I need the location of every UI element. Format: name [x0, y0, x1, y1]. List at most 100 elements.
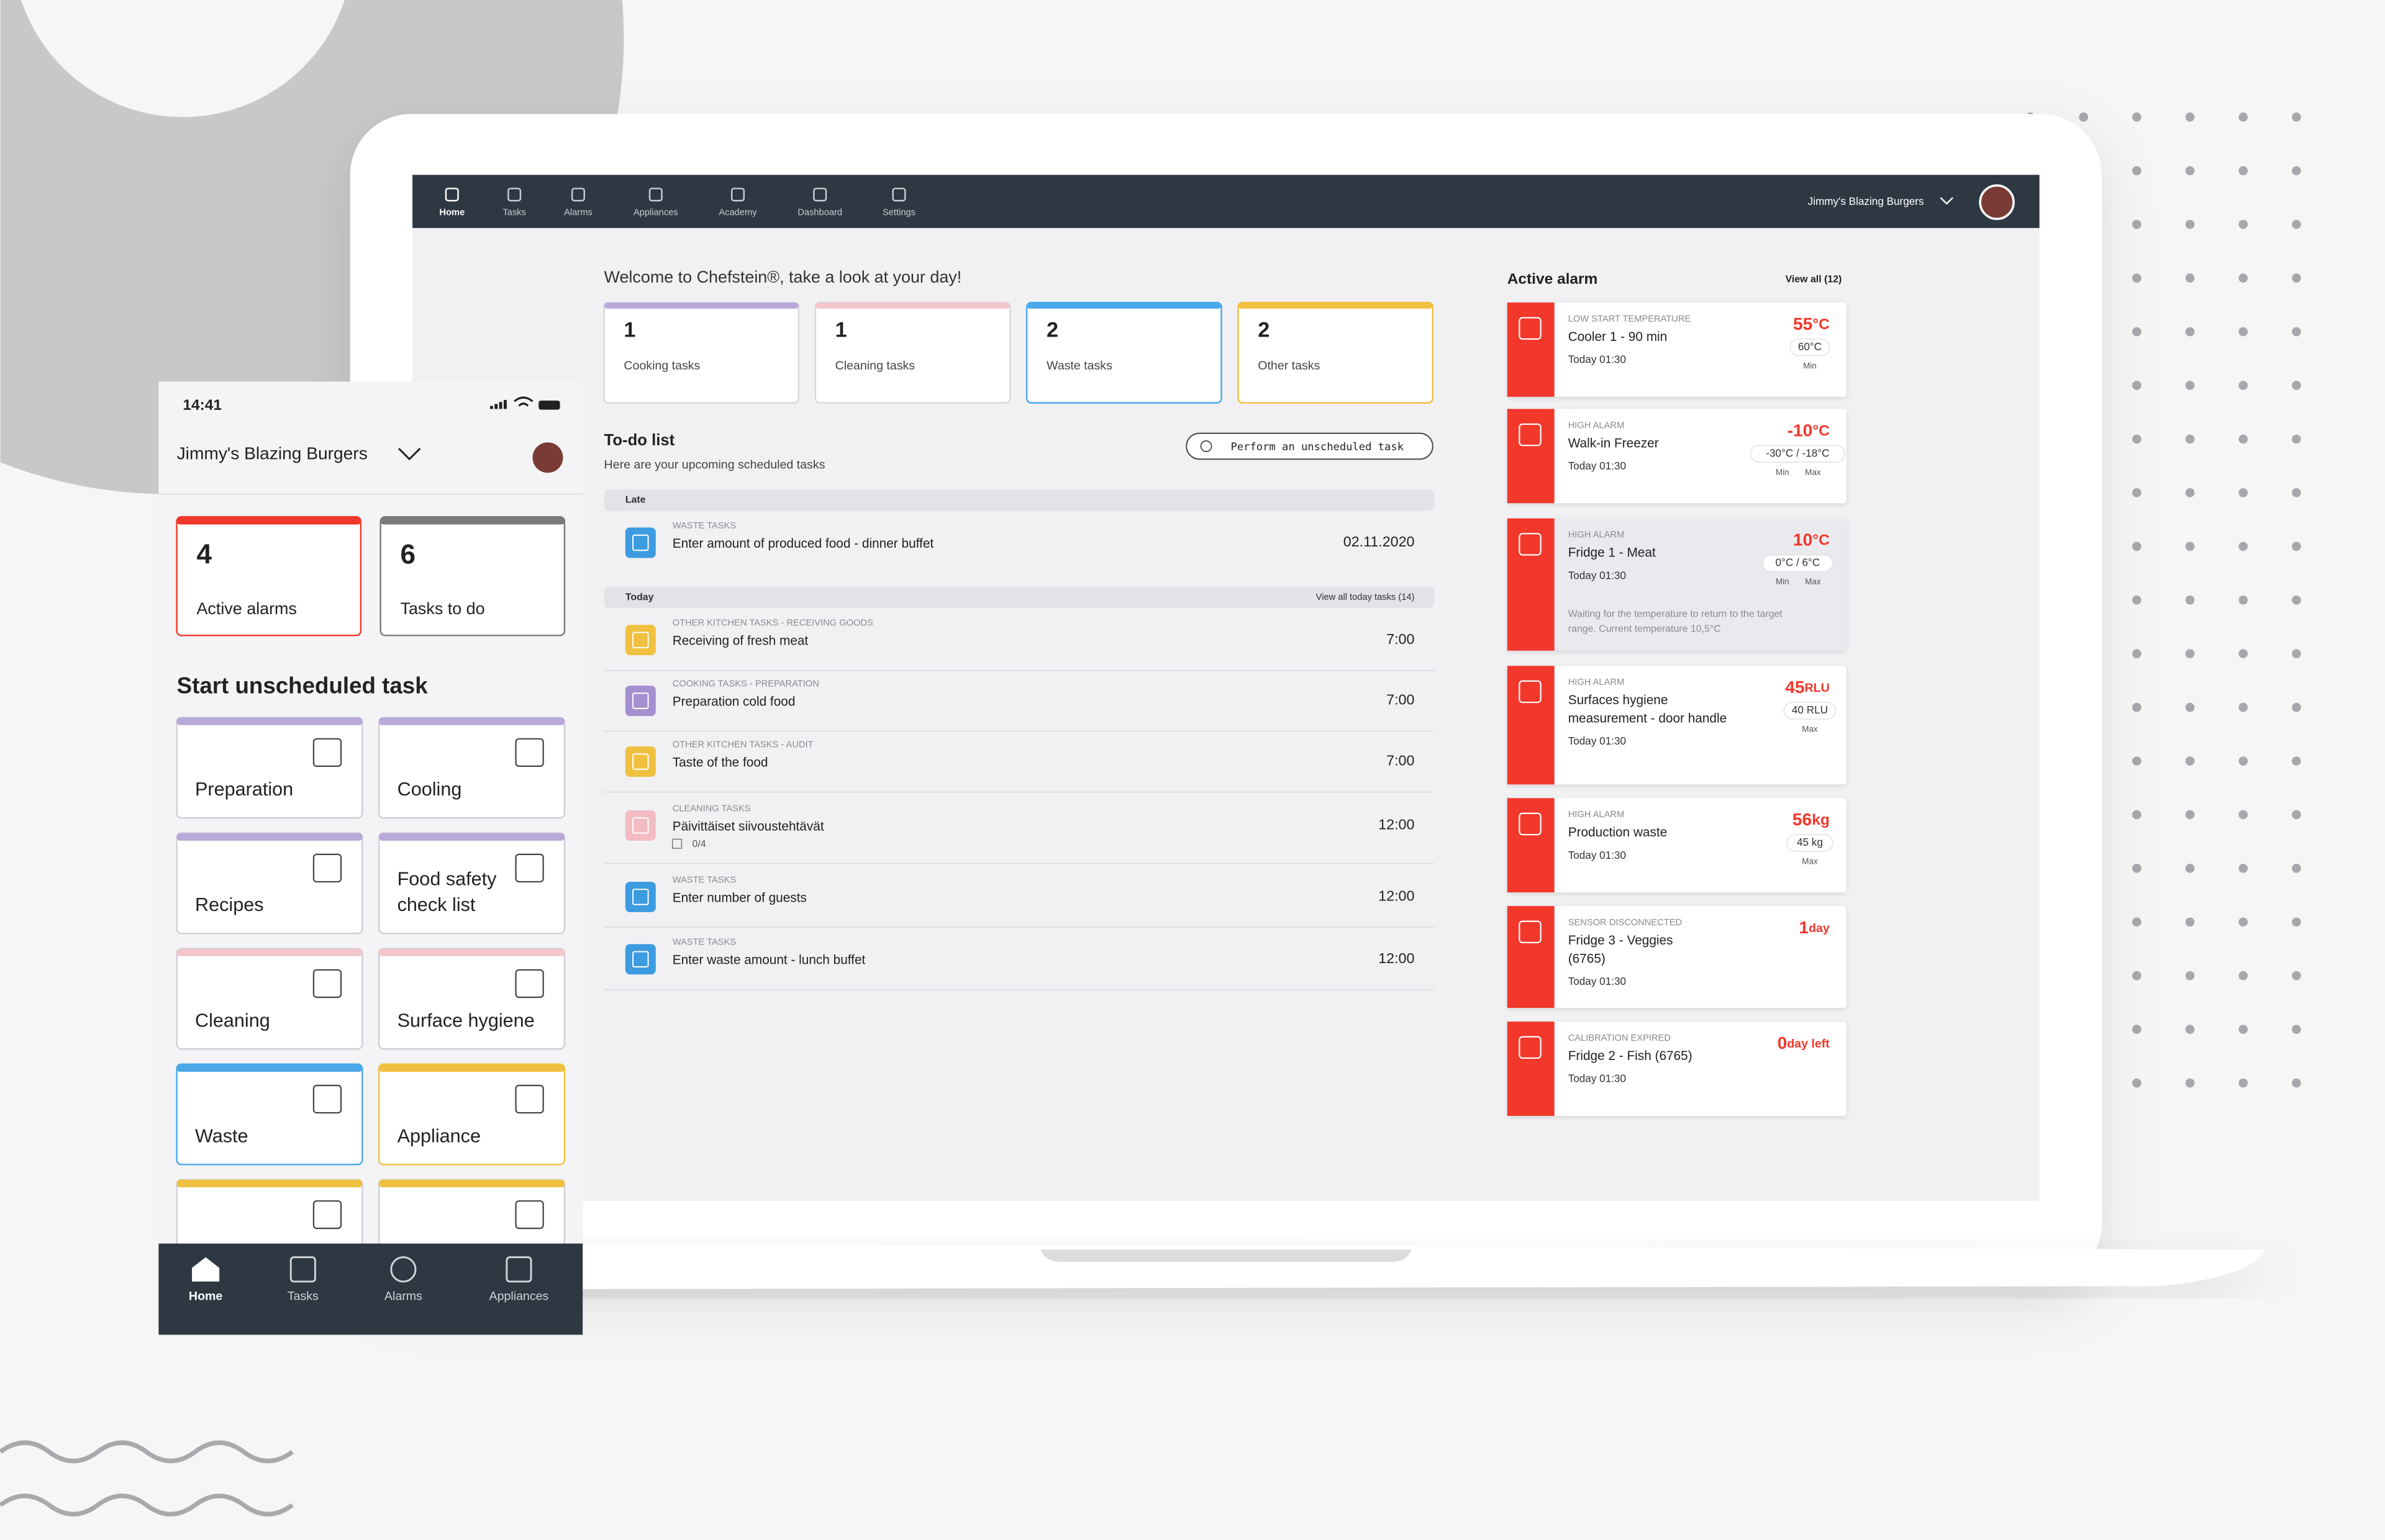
alarm-card[interactable]: LOW START TEMPERATURE Cooler 1 - 90 min To… [1507, 302, 1847, 397]
dot [2132, 327, 2142, 337]
alarm-name: Fridge 3 - Veggies [1568, 933, 1673, 948]
task-category: WASTE TASKS [673, 521, 737, 531]
nav-item[interactable]: Appliances [634, 188, 678, 218]
task-name: Taste of the food [673, 755, 768, 769]
tile-icon [515, 738, 544, 767]
card-bg [603, 301, 800, 404]
dot [2185, 971, 2195, 981]
tile-icon [515, 1084, 544, 1114]
dot [2292, 273, 2301, 283]
unscheduled-button[interactable]: Perform an unscheduled task [1186, 432, 1433, 460]
button-label: Perform an unscheduled task [1231, 441, 1404, 453]
alarm-card[interactable]: HIGH ALARM Production waste Today 01:30 56k… [1507, 798, 1847, 893]
alarm-unit: °C [1812, 423, 1829, 440]
alarms-link[interactable]: View all (12) [1786, 274, 1842, 285]
dot [2185, 381, 2195, 390]
dot [2132, 166, 2142, 176]
task-tile[interactable]: Recipes [176, 832, 363, 935]
dot [2238, 434, 2248, 444]
nav-item[interactable]: Home [189, 1257, 223, 1303]
dot [2132, 917, 2142, 927]
task-tile[interactable]: Cooling [378, 717, 566, 819]
stat-card[interactable]: 6 Tasks to do [379, 516, 566, 636]
alarm-reading: 55°C [1793, 314, 1830, 333]
dot [2292, 434, 2301, 444]
task-name: Päivittäiset siivoustehtävät [673, 819, 824, 833]
account-name[interactable]: Jimmy's Blazing Burgers [177, 443, 368, 463]
summary-card[interactable]: 1 Cooking tasks [603, 301, 800, 404]
nav-icon [289, 1256, 316, 1283]
task-progress: 0/4 [693, 839, 706, 849]
limit-label: Max [1805, 577, 1821, 586]
task-row[interactable]: WASTE TASKS Enter number of guests 12:00 [625, 875, 1415, 912]
tile-bg [378, 717, 566, 819]
alarm-unit: day left [1787, 1037, 1830, 1051]
task-tile[interactable]: Food safety check list [378, 832, 566, 935]
nav-item[interactable]: Academy [719, 188, 757, 218]
alarm-card[interactable]: CALIBRATION EXPIRED Fridge 2 - Fish (6765… [1507, 1021, 1847, 1116]
task-row[interactable]: OTHER KITCHEN TASKS - RECEIVING GOODS Rec… [625, 618, 1415, 656]
alarms-title: Active alarm [1507, 271, 1598, 288]
task-row[interactable]: WASTE TASKS Enter amount of produced food… [625, 521, 1415, 558]
alarm-name: Surfaces hygiene [1568, 693, 1668, 707]
nav-item[interactable]: Appliances [489, 1256, 549, 1303]
alarm-bg [1507, 906, 1847, 1008]
task-row[interactable]: COOKING TASKS - PREPARATION Preparation c… [625, 679, 1415, 717]
tile-label: Surface hygiene [398, 1010, 535, 1031]
nav-item[interactable]: Alarms [384, 1256, 422, 1303]
signal-bar [494, 404, 498, 409]
task-tile[interactable]: Waste [176, 1063, 363, 1166]
task-row[interactable]: WASTE TASKS Enter waste amount - lunch bu… [625, 938, 1415, 975]
alarm-icon [1519, 812, 1542, 836]
summary-card[interactable]: 1 Cleaning tasks [814, 301, 1011, 404]
nav-label: Appliances [634, 208, 678, 218]
task-tile[interactable]: Surface hygiene [378, 948, 566, 1050]
checkbox-icon [671, 838, 683, 849]
summary-card[interactable]: 2 Other tasks [1237, 301, 1434, 404]
account-name[interactable]: Jimmy's Blazing Burgers [1808, 195, 1924, 207]
tile-accent [176, 1179, 363, 1188]
dot [2185, 434, 2195, 444]
task-row[interactable]: CLEANING TASKS Päivittäiset siivoustehtäv… [625, 804, 1415, 849]
alarm-card[interactable]: HIGH ALARM Surfaces hygiene measurement - … [1507, 666, 1847, 785]
nav-item[interactable]: Tasks [502, 188, 526, 218]
nav-icon [506, 1256, 532, 1283]
alarm-card[interactable]: HIGH ALARM Walk-in Freezer Today 01:30 -10°… [1507, 409, 1847, 504]
nav-item[interactable]: Home [439, 188, 465, 218]
dot [2292, 488, 2301, 497]
summary-card[interactable]: 2 Waste tasks [1025, 301, 1222, 404]
avatar [532, 442, 563, 473]
limit-label: Max [1802, 857, 1818, 866]
task-tile[interactable]: Preparation [176, 717, 363, 819]
alarm-card[interactable]: SENSOR DISCONNECTED Fridge 3 - Veggies (67… [1507, 906, 1847, 1008]
alarm-name: Fridge 1 - Meat [1568, 546, 1656, 560]
nav-label: Tasks [502, 208, 526, 218]
alarm-card[interactable]: HIGH ALARM Fridge 1 - Meat Today 01:30 10°C… [1507, 518, 1847, 651]
tile-accent [176, 833, 363, 841]
nav-icon [507, 188, 522, 202]
nav-icon [648, 188, 663, 202]
stat-card[interactable]: 4 Active alarms [176, 516, 362, 636]
tile-accent [379, 1064, 565, 1072]
section-link[interactable]: View all today tasks (14) [1316, 592, 1415, 602]
alarm-time: Today 01:30 [1568, 569, 1626, 581]
card-accent [815, 302, 1011, 309]
todo-subtitle: Here are your upcoming scheduled tasks [604, 458, 825, 471]
tile-label: Cleaning [195, 1010, 270, 1031]
nav-item[interactable]: Dashboard [797, 188, 842, 218]
dot [2292, 971, 2301, 981]
task-icon [625, 625, 656, 656]
nav-item[interactable]: Tasks [288, 1256, 319, 1303]
task-tile[interactable]: Cleaning [176, 948, 363, 1050]
dot [2132, 1078, 2142, 1088]
nav-item[interactable]: Alarms [564, 188, 593, 218]
dot [2132, 541, 2142, 551]
mobile-app: 14:41 Jimmy's Blazing Burgers 4 Active alar… [158, 381, 583, 1335]
dot [2132, 220, 2142, 229]
nav-item[interactable]: Settings [883, 188, 915, 218]
tile-label: Appliance [398, 1125, 481, 1146]
dot [2238, 541, 2248, 551]
dot [2238, 810, 2248, 820]
task-row[interactable]: OTHER KITCHEN TASKS - AUDIT Taste of the … [625, 740, 1415, 777]
task-tile[interactable]: Appliance [378, 1063, 566, 1166]
